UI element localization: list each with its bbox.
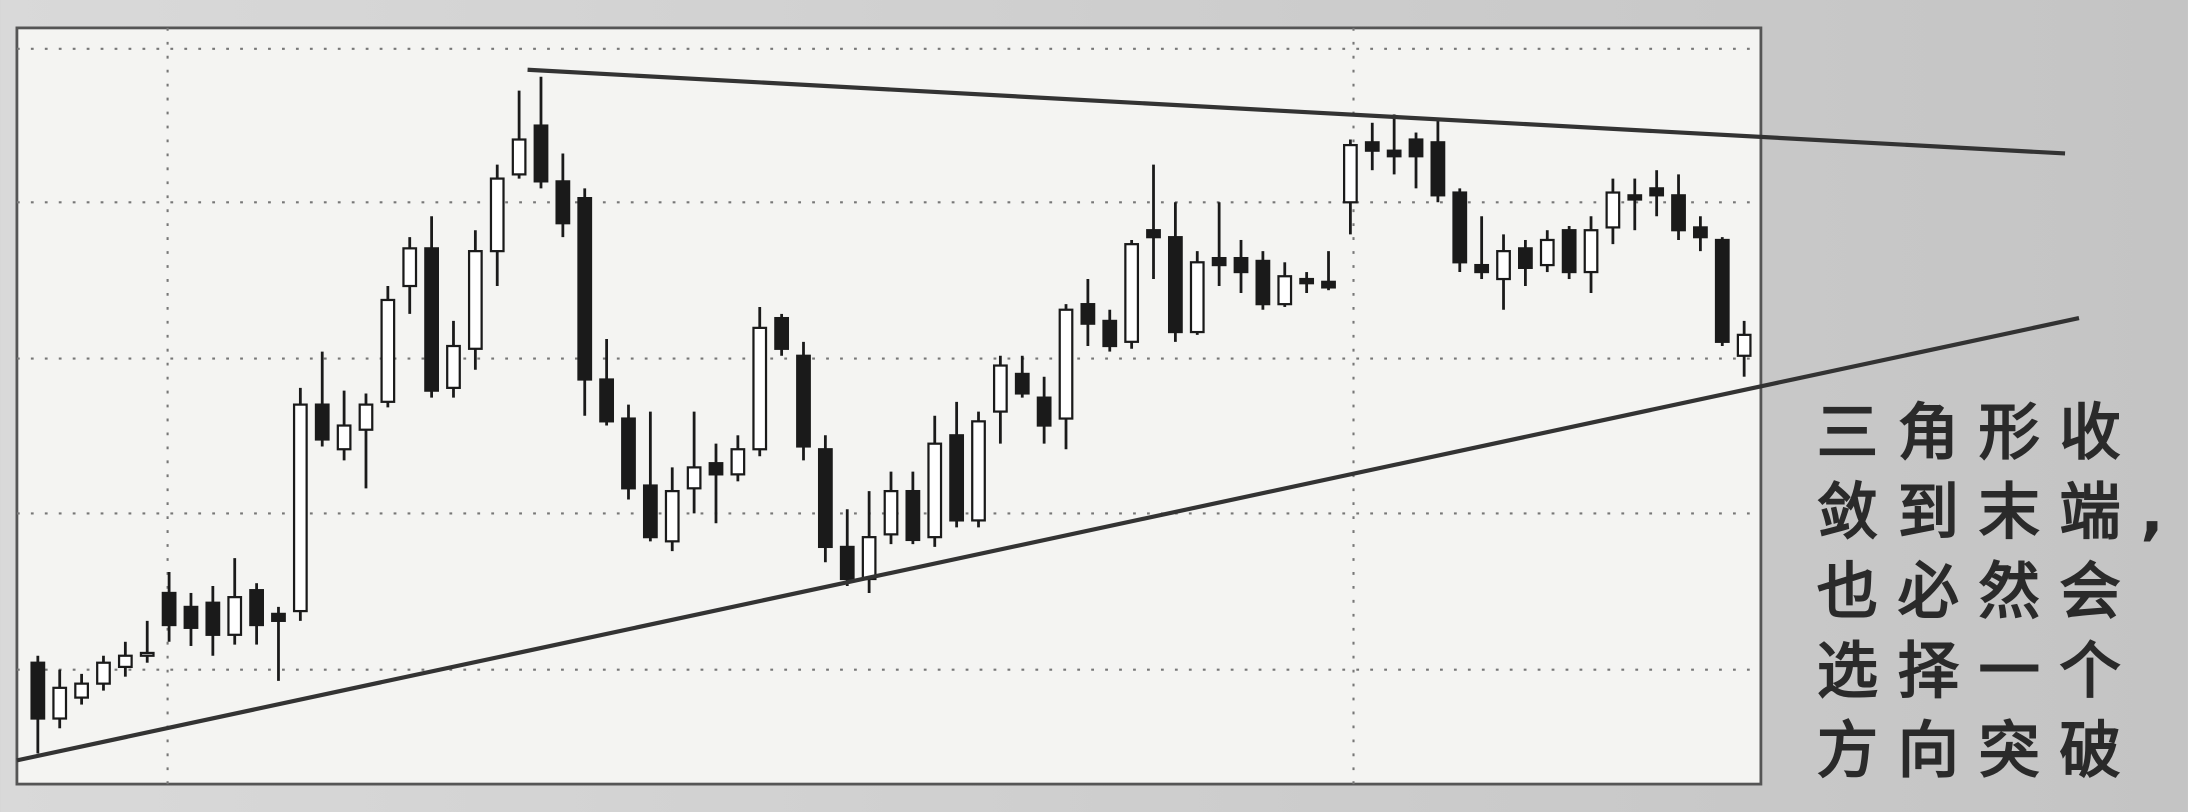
candle-body [380, 298, 396, 403]
candles [30, 76, 1752, 754]
candle-body [1146, 229, 1161, 239]
candle-body [1605, 191, 1621, 229]
candle-body [1036, 396, 1052, 427]
candle-body [599, 378, 615, 423]
candle-body [1649, 187, 1665, 197]
candle-body [467, 250, 483, 350]
candle-body [336, 424, 352, 451]
candle-body [1539, 238, 1555, 267]
candle-body [139, 651, 155, 657]
candle-body [1408, 138, 1424, 158]
candle-body [708, 462, 724, 476]
lower-trendline [16, 316, 2080, 763]
candle-body [511, 138, 527, 176]
candle-body [1167, 236, 1183, 334]
candle-body [1452, 191, 1468, 264]
candle-body [1014, 372, 1030, 395]
candle-body [314, 403, 330, 441]
candle-body [1496, 250, 1511, 281]
candle-body [905, 489, 921, 542]
candle-body [774, 316, 790, 350]
candle-body [642, 484, 658, 539]
upper-trendline [527, 67, 2066, 156]
candle-body [1277, 275, 1293, 306]
candle-body [883, 489, 899, 536]
candle-body [249, 589, 264, 627]
candle-body [358, 403, 374, 431]
candle-body [446, 344, 461, 389]
annotation-line: 三角形收 [1817, 397, 2141, 468]
candle-body [1364, 141, 1380, 152]
annotation-line: 敛到末端, [1817, 477, 2183, 548]
candle-body [1474, 263, 1490, 274]
candle-body [205, 601, 221, 636]
candle-body [577, 197, 593, 381]
candle-body [752, 326, 768, 451]
candle-body [839, 545, 855, 581]
candle-body [1233, 256, 1249, 274]
candle-body [489, 177, 505, 253]
candle-body [1583, 229, 1599, 274]
candle-body [74, 682, 89, 699]
candle-body [1255, 259, 1271, 306]
annotation-line: 方向突破 [1817, 716, 2141, 787]
candle-body [1714, 238, 1730, 343]
candle-body [992, 364, 1008, 413]
candle-body [96, 661, 111, 685]
candle-body [1386, 149, 1402, 158]
candle-body [117, 654, 133, 669]
candle-body [533, 124, 549, 183]
candle-body [30, 661, 46, 720]
candle-body [1080, 303, 1096, 325]
candle-body [730, 448, 746, 476]
candle-body [686, 466, 702, 490]
candle-body [271, 612, 286, 622]
candle-body [1058, 308, 1074, 420]
candle-body [1693, 226, 1708, 239]
candle-body [183, 605, 199, 629]
candle-body [52, 686, 68, 720]
candle-body [292, 403, 308, 613]
candle-body [161, 591, 177, 627]
annotation-line: 也必然会 [1817, 556, 2141, 627]
candle-body [424, 247, 440, 392]
candle-body [1561, 229, 1577, 274]
candle-body [664, 489, 680, 543]
candle-body [1627, 194, 1643, 201]
candle-body [1124, 243, 1140, 343]
candle-body [1211, 256, 1227, 267]
candle-body [971, 420, 986, 522]
candle-body [927, 442, 943, 539]
candle-body [227, 596, 243, 636]
candle-body [1518, 247, 1533, 269]
candle-body [402, 247, 418, 288]
candle-body [1321, 280, 1336, 289]
candle-body [1102, 319, 1118, 348]
annotation-line: 选择一个 [1817, 636, 2141, 707]
candle-body [1299, 277, 1315, 285]
candle-body [621, 417, 636, 490]
candle-body [1671, 194, 1686, 232]
candle-body [555, 180, 571, 225]
candle-body [861, 536, 877, 581]
candle-body [817, 448, 833, 549]
candle-body [796, 354, 811, 448]
candle-body [1189, 261, 1205, 334]
candle-body [949, 434, 965, 522]
candle-body [1430, 141, 1446, 197]
candle-body [1736, 333, 1752, 357]
candle-body [1342, 143, 1358, 204]
